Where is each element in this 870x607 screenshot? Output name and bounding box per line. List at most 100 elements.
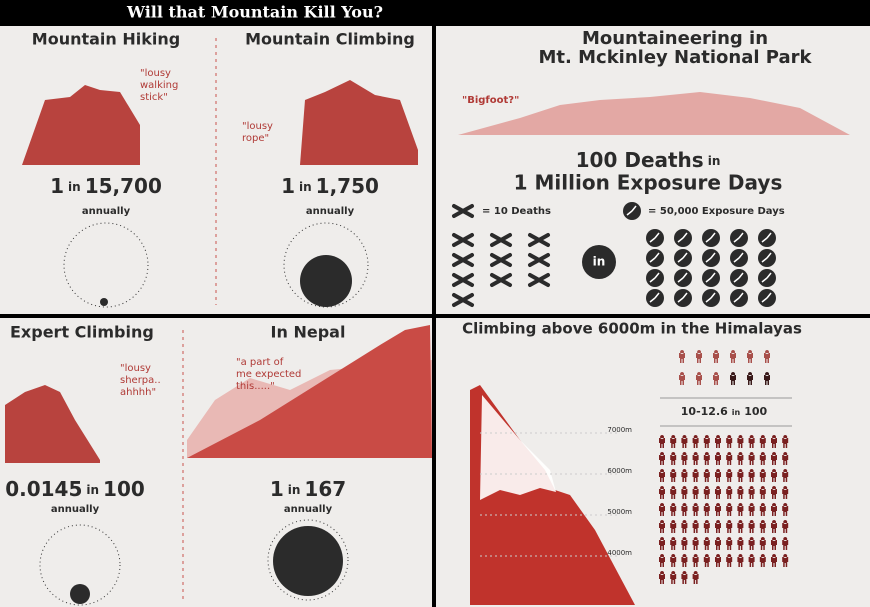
- person: [703, 503, 710, 516]
- person: [681, 537, 688, 550]
- person: [782, 554, 789, 567]
- person: [703, 452, 710, 465]
- person: [759, 554, 766, 567]
- person: [703, 435, 710, 448]
- person: [715, 554, 721, 567]
- person: [726, 520, 733, 533]
- crossbones: [452, 204, 474, 218]
- person: [771, 452, 777, 465]
- stat: 0.0145 in 100: [5, 477, 145, 501]
- person: [737, 503, 744, 516]
- person: [726, 554, 733, 567]
- person: [715, 435, 721, 448]
- person: [747, 372, 753, 385]
- dot: [100, 298, 108, 306]
- clock-hand: [705, 292, 716, 303]
- icons: [452, 202, 789, 584]
- person: [748, 469, 755, 482]
- person: [670, 554, 677, 567]
- person: [782, 486, 789, 499]
- person: [659, 435, 665, 448]
- period: annually: [284, 504, 333, 515]
- stat: 1 in 167: [270, 477, 346, 501]
- person: [713, 350, 719, 363]
- altitude-label: 7000m: [607, 426, 632, 434]
- person: [681, 554, 688, 567]
- person: [715, 503, 721, 516]
- stat: 10-12.6 in 100: [681, 405, 768, 418]
- person: [659, 520, 665, 533]
- person: [713, 372, 719, 385]
- person: [747, 350, 753, 363]
- clock-hand: [677, 232, 688, 243]
- person: [659, 537, 665, 550]
- crossbones: [528, 273, 550, 287]
- note: "Bigfoot?": [462, 95, 519, 106]
- stat: 100 Deaths in: [576, 148, 721, 172]
- person: [737, 469, 744, 482]
- person: [659, 452, 665, 465]
- person: [681, 452, 688, 465]
- person: [696, 372, 702, 385]
- mountain: [22, 85, 140, 165]
- clock-hand: [733, 252, 744, 263]
- person: [659, 486, 665, 499]
- stat-part: 100 Deaths: [576, 148, 704, 172]
- legend: = 10 Deaths: [482, 206, 551, 217]
- crossbones: [452, 273, 474, 287]
- heading: Mountain Hiking: [32, 30, 180, 49]
- person: [782, 537, 789, 550]
- person: [692, 554, 699, 567]
- heading: Mountain Climbing: [245, 30, 415, 49]
- person: [703, 469, 710, 482]
- person: [659, 469, 665, 482]
- stat-part: in: [86, 483, 99, 497]
- person: [670, 503, 677, 516]
- period: annually: [51, 504, 100, 515]
- dot: [273, 526, 343, 596]
- clock-hand: [649, 292, 660, 303]
- clock-hand: [649, 232, 660, 243]
- person: [681, 571, 688, 584]
- person: [703, 537, 710, 550]
- person: [764, 372, 770, 385]
- person: [681, 469, 688, 482]
- period: annually: [306, 206, 355, 217]
- person: [670, 435, 677, 448]
- person: [679, 350, 685, 363]
- clock-hand: [705, 232, 716, 243]
- person: [782, 452, 789, 465]
- person: [696, 350, 702, 363]
- mountain: [187, 325, 432, 458]
- person: [771, 486, 777, 499]
- person: [715, 469, 721, 482]
- heading: Mt. Mckinley National Park: [539, 47, 813, 68]
- note: walking: [140, 80, 178, 91]
- stat-part: 1: [50, 174, 64, 198]
- mountain: [5, 385, 100, 463]
- crossbones: [490, 233, 512, 247]
- crossbones: [452, 233, 474, 247]
- heading: Expert Climbing: [10, 323, 154, 342]
- person: [759, 486, 766, 499]
- clock-hand: [626, 205, 637, 216]
- page-title: Will that Mountain Kill You?: [126, 3, 383, 22]
- person: [703, 520, 710, 533]
- person: [748, 452, 755, 465]
- stat-part: 167: [304, 477, 346, 501]
- person: [782, 520, 789, 533]
- person: [771, 469, 777, 482]
- mountain: [458, 92, 850, 135]
- ring: [283, 222, 369, 308]
- dot: [70, 584, 90, 604]
- person: [726, 469, 733, 482]
- person: [764, 350, 770, 363]
- clock-hand: [733, 232, 744, 243]
- note: ahhhh": [120, 387, 156, 398]
- stat-part: 100: [744, 405, 767, 418]
- person: [771, 537, 777, 550]
- person: [670, 486, 677, 499]
- stat-part: 1,750: [316, 174, 379, 198]
- person: [681, 520, 688, 533]
- person: [771, 435, 777, 448]
